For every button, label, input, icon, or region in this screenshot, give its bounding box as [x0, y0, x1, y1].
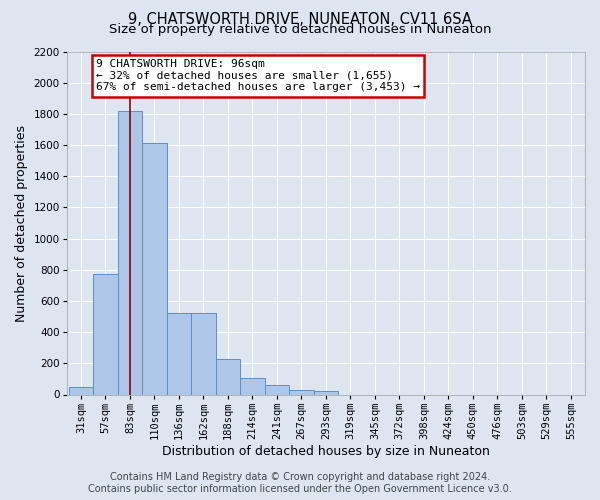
Bar	[289, 390, 314, 394]
Y-axis label: Number of detached properties: Number of detached properties	[15, 124, 28, 322]
X-axis label: Distribution of detached houses by size in Nuneaton: Distribution of detached houses by size …	[162, 444, 490, 458]
Text: Size of property relative to detached houses in Nuneaton: Size of property relative to detached ho…	[109, 22, 491, 36]
Bar	[167, 314, 191, 394]
Bar	[93, 274, 118, 394]
Text: 9, CHATSWORTH DRIVE, NUNEATON, CV11 6SA: 9, CHATSWORTH DRIVE, NUNEATON, CV11 6SA	[128, 12, 472, 28]
Bar	[314, 392, 338, 394]
Bar	[118, 110, 142, 395]
Bar	[142, 144, 167, 394]
Bar	[265, 385, 289, 394]
Bar	[68, 386, 93, 394]
Text: Contains HM Land Registry data © Crown copyright and database right 2024.
Contai: Contains HM Land Registry data © Crown c…	[88, 472, 512, 494]
Text: 9 CHATSWORTH DRIVE: 96sqm
← 32% of detached houses are smaller (1,655)
67% of se: 9 CHATSWORTH DRIVE: 96sqm ← 32% of detac…	[96, 60, 420, 92]
Bar	[240, 378, 265, 394]
Bar	[191, 314, 215, 394]
Bar	[215, 358, 240, 394]
